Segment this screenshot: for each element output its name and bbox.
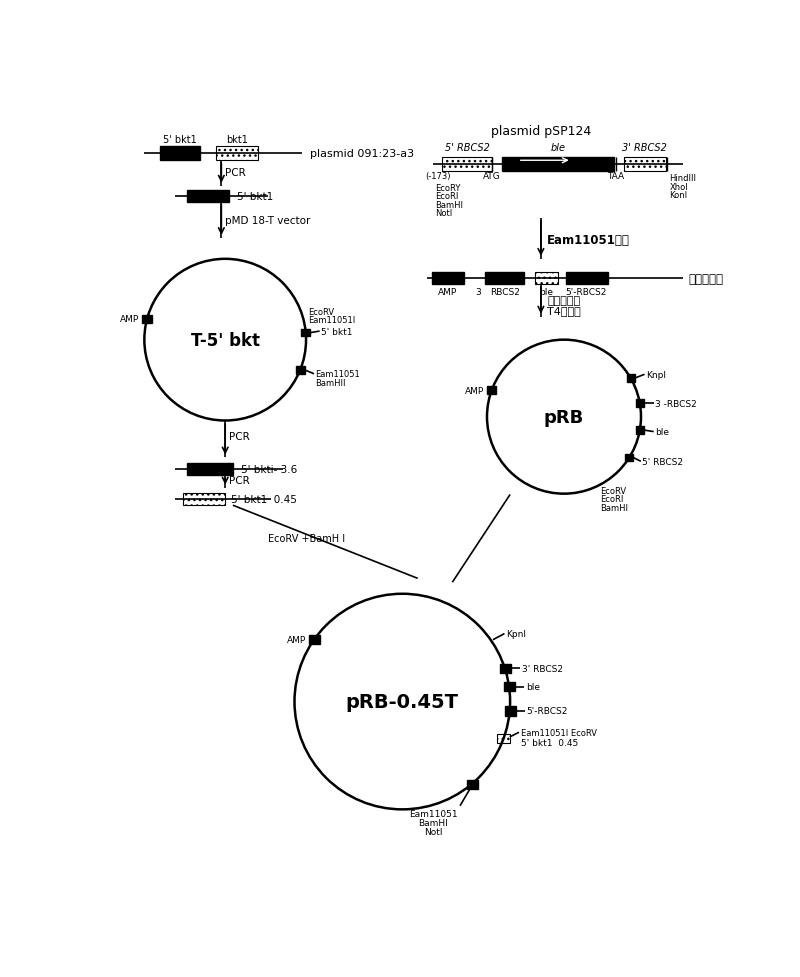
Text: 线性化载体: 线性化载体 bbox=[689, 273, 724, 285]
Text: 5' bkt1: 5' bkt1 bbox=[237, 191, 273, 201]
Text: 3: 3 bbox=[475, 288, 481, 297]
Text: ble: ble bbox=[539, 288, 554, 297]
Bar bbox=[295, 366, 305, 374]
Text: 5'-RBCS2: 5'-RBCS2 bbox=[566, 288, 607, 297]
Bar bbox=[627, 375, 634, 383]
Bar bbox=[624, 158, 666, 172]
Text: ble: ble bbox=[550, 143, 566, 153]
Text: 3' RBCS2: 3' RBCS2 bbox=[622, 143, 667, 153]
Bar bbox=[500, 664, 511, 673]
Text: EcoRY: EcoRY bbox=[435, 184, 461, 192]
Text: NotI: NotI bbox=[435, 209, 453, 218]
Text: 5' bkti- 3.6: 5' bkti- 3.6 bbox=[241, 464, 297, 475]
Text: AMP: AMP bbox=[120, 315, 139, 324]
Text: AMP: AMP bbox=[465, 387, 484, 396]
Bar bbox=[183, 493, 226, 506]
Bar bbox=[186, 463, 233, 476]
Text: ble: ble bbox=[526, 682, 540, 692]
Text: ble: ble bbox=[655, 428, 670, 437]
Bar bbox=[216, 148, 258, 161]
Text: 3' RBCS2: 3' RBCS2 bbox=[522, 664, 562, 673]
Text: RBCS2: RBCS2 bbox=[490, 288, 520, 297]
Bar bbox=[310, 635, 320, 645]
Text: EcoRV +BamH I: EcoRV +BamH I bbox=[267, 533, 345, 543]
Text: plasmid 091:23-a3: plasmid 091:23-a3 bbox=[310, 149, 414, 159]
Text: NotI: NotI bbox=[424, 828, 442, 836]
Text: 5'-RBCS2: 5'-RBCS2 bbox=[526, 706, 568, 716]
Text: bkt1: bkt1 bbox=[226, 135, 248, 145]
Bar bbox=[186, 191, 229, 202]
Text: BamHII: BamHII bbox=[315, 378, 346, 387]
Bar bbox=[431, 273, 464, 285]
Text: Eam11051I: Eam11051I bbox=[308, 316, 355, 324]
Bar bbox=[486, 273, 524, 285]
Bar bbox=[142, 316, 152, 323]
Text: HindIII: HindIII bbox=[670, 174, 697, 184]
Text: Eam11051酶切: Eam11051酶切 bbox=[547, 234, 630, 247]
Bar bbox=[442, 158, 492, 172]
Text: T-5' bkt: T-5' bkt bbox=[190, 331, 260, 350]
Text: EcoRI: EcoRI bbox=[600, 494, 624, 504]
Bar bbox=[505, 682, 515, 692]
Text: BamHI: BamHI bbox=[435, 200, 463, 209]
Text: 5' bkt1  0.45: 5' bkt1 0.45 bbox=[521, 738, 578, 747]
Text: AMP: AMP bbox=[287, 636, 306, 645]
Bar bbox=[505, 706, 516, 716]
Text: pMD 18-T vector: pMD 18-T vector bbox=[226, 216, 310, 226]
Bar bbox=[467, 780, 478, 789]
Text: PCR: PCR bbox=[229, 476, 250, 486]
Text: KnpI: KnpI bbox=[646, 370, 666, 379]
Bar bbox=[502, 158, 614, 172]
Text: 5' RBCS2: 5' RBCS2 bbox=[445, 143, 490, 153]
Text: 5' bkt1: 5' bkt1 bbox=[163, 135, 197, 145]
Text: Eam11051: Eam11051 bbox=[315, 370, 360, 379]
Text: EcoRV: EcoRV bbox=[308, 307, 334, 317]
Text: KpnI: KpnI bbox=[506, 629, 526, 638]
Bar bbox=[636, 427, 644, 435]
Text: Eam11051I EcoRV: Eam11051I EcoRV bbox=[521, 728, 597, 737]
Text: 5' RBCS2: 5' RBCS2 bbox=[642, 457, 683, 466]
Text: 5' bkt1  0.45: 5' bkt1 0.45 bbox=[231, 494, 298, 504]
Bar bbox=[301, 329, 310, 337]
Text: KonI: KonI bbox=[670, 191, 688, 200]
Text: Eam11051: Eam11051 bbox=[409, 809, 458, 818]
Text: 5' bkt1: 5' bkt1 bbox=[321, 327, 353, 336]
Text: plasmid pSP124: plasmid pSP124 bbox=[490, 125, 591, 138]
Bar bbox=[626, 454, 633, 462]
Text: XhoI: XhoI bbox=[670, 183, 688, 191]
Bar bbox=[160, 148, 200, 161]
Bar bbox=[534, 273, 558, 285]
Text: 3 -RBCS2: 3 -RBCS2 bbox=[655, 400, 697, 408]
Text: PCR: PCR bbox=[226, 168, 246, 178]
Bar bbox=[498, 734, 510, 743]
Text: BamHI: BamHI bbox=[418, 819, 448, 828]
Text: ATG: ATG bbox=[482, 172, 501, 181]
Text: AMP: AMP bbox=[438, 288, 458, 297]
Text: (-173): (-173) bbox=[425, 172, 450, 181]
Text: EcoRI: EcoRI bbox=[435, 191, 458, 201]
Text: TAA: TAA bbox=[607, 172, 624, 181]
Text: EcoRV: EcoRV bbox=[600, 487, 626, 495]
Bar bbox=[636, 400, 644, 407]
Text: PCR: PCR bbox=[229, 432, 250, 442]
Text: 末端平滑化: 末端平滑化 bbox=[547, 295, 580, 305]
Text: pRB: pRB bbox=[544, 408, 584, 426]
Bar bbox=[566, 273, 608, 285]
Text: T4酶连接: T4酶连接 bbox=[547, 306, 581, 317]
Bar bbox=[487, 387, 496, 395]
Text: BamHI: BamHI bbox=[600, 503, 628, 512]
Text: pRB-0.45T: pRB-0.45T bbox=[346, 693, 459, 711]
